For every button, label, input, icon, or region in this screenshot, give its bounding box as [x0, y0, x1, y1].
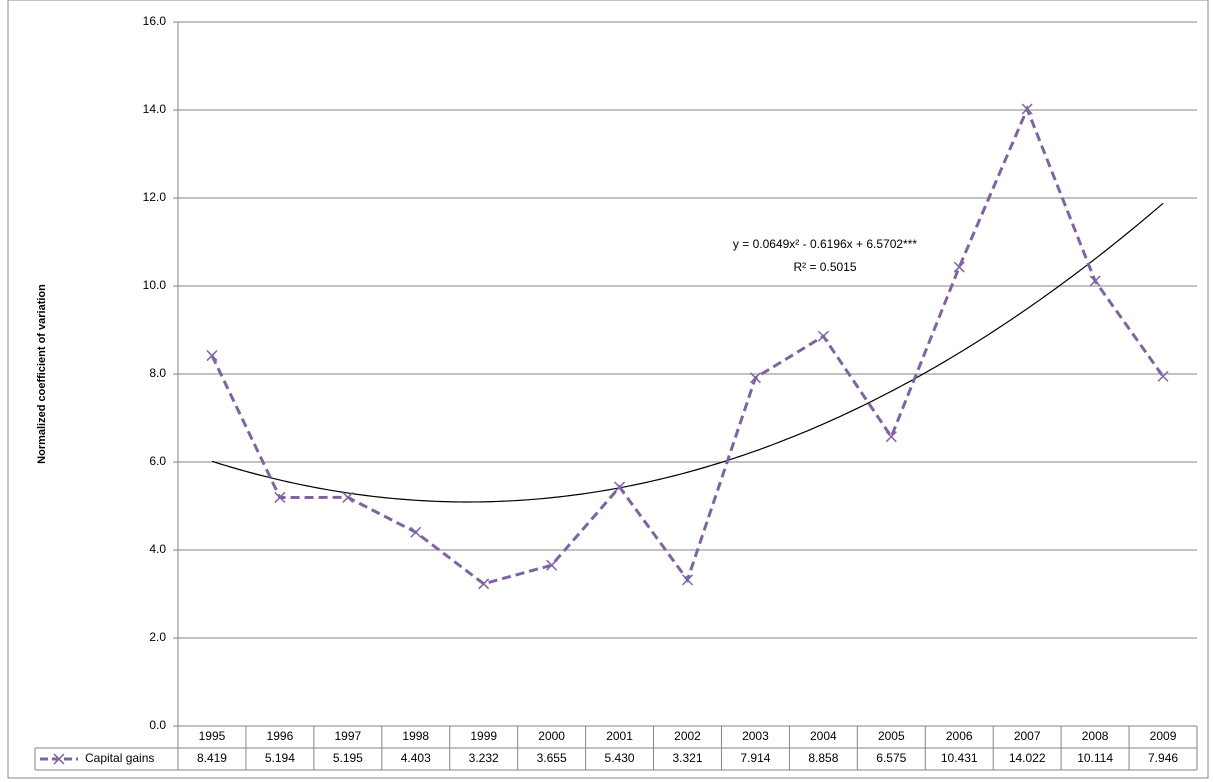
- marker: [342, 491, 354, 503]
- marker: [681, 574, 694, 586]
- y-tick-label: 6.0: [149, 454, 166, 468]
- table-value: 7.914: [740, 751, 770, 765]
- marker: [1021, 103, 1033, 115]
- marker: [478, 578, 490, 590]
- trendline-r-squared: R² = 0.5015: [793, 260, 856, 274]
- x-tick-label: 2009: [1150, 729, 1177, 743]
- table-value: 7.946: [1148, 751, 1178, 765]
- table-value: 3.655: [537, 751, 567, 765]
- x-tick-label: 2004: [810, 729, 837, 743]
- x-tick-label: 1999: [470, 729, 497, 743]
- table-value: 3.321: [672, 751, 702, 765]
- x-tick-label: 2003: [742, 729, 769, 743]
- marker: [817, 330, 829, 342]
- x-tick-label: 1996: [267, 729, 294, 743]
- table-value: 8.858: [808, 751, 838, 765]
- x-tick-label: 2008: [1082, 729, 1109, 743]
- legend-label: Capital gains: [85, 751, 154, 765]
- marker: [1089, 275, 1101, 287]
- y-tick-label: 2.0: [149, 630, 166, 644]
- chart-border: [7, 0, 1209, 779]
- y-tick-label: 0.0: [149, 718, 166, 732]
- x-tick-label: 2006: [946, 729, 973, 743]
- table-value: 5.195: [333, 751, 363, 765]
- y-axis-label: Normalized coefficient of variation: [36, 284, 48, 464]
- marker: [953, 261, 965, 273]
- marker: [410, 526, 422, 538]
- table-value: 10.431: [941, 751, 978, 765]
- trendline: [211, 202, 1164, 503]
- table-value: 6.575: [876, 751, 906, 765]
- x-tick-label: 2007: [1014, 729, 1041, 743]
- x-tick-label: 2000: [538, 729, 565, 743]
- y-tick-label: 8.0: [149, 366, 166, 380]
- y-tick-label: 12.0: [143, 190, 167, 204]
- marker: [885, 431, 897, 443]
- marker: [274, 491, 286, 503]
- table-value: 5.194: [265, 751, 295, 765]
- marker: [1157, 370, 1169, 382]
- marker: [749, 372, 761, 384]
- table-value: 14.022: [1009, 751, 1046, 765]
- y-tick-label: 4.0: [149, 542, 166, 556]
- x-tick-label: 2005: [878, 729, 905, 743]
- series-line: [210, 105, 1165, 586]
- table-value: 8.419: [197, 751, 227, 765]
- x-tick-label: 1998: [402, 729, 429, 743]
- x-tick-label: 2002: [674, 729, 701, 743]
- trendline-equation: y = 0.0649x² - 0.6196x + 6.5702***: [733, 237, 917, 251]
- y-tick-label: 10.0: [143, 278, 167, 292]
- table-value: 4.403: [401, 751, 431, 765]
- table-value: 3.232: [469, 751, 499, 765]
- marker: [614, 481, 626, 493]
- x-tick-label: 1997: [334, 729, 361, 743]
- legend-marker: [53, 753, 65, 765]
- x-tick-label: 1995: [199, 729, 226, 743]
- x-tick-label: 2001: [606, 729, 633, 743]
- table-value: 10.114: [1077, 751, 1113, 765]
- marker: [546, 559, 558, 571]
- marker: [206, 350, 218, 362]
- y-tick-label: 14.0: [143, 102, 167, 116]
- y-tick-label: 16.0: [143, 14, 167, 28]
- table-value: 5.430: [605, 751, 635, 765]
